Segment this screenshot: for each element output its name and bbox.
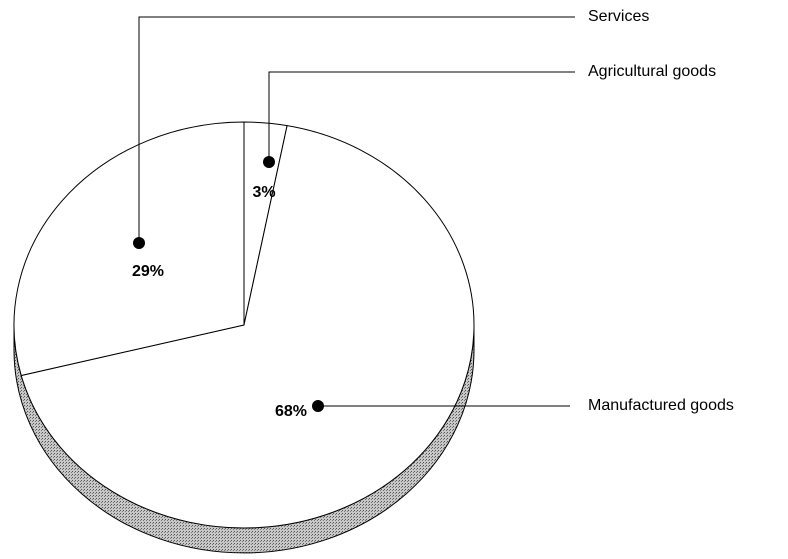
value-label: 3% bbox=[252, 184, 275, 201]
legend-label: Services bbox=[588, 8, 649, 25]
label-dot bbox=[133, 237, 145, 249]
leader-line bbox=[138, 16, 575, 243]
value-label: 29% bbox=[132, 263, 164, 280]
pie-slice bbox=[13, 121, 245, 377]
label-dot bbox=[312, 400, 324, 412]
legend-label: Manufactured goods bbox=[588, 397, 734, 414]
label-dot bbox=[263, 156, 275, 168]
legend-label: Agricultural goods bbox=[588, 63, 716, 80]
value-label: 68% bbox=[275, 403, 307, 420]
leader-line bbox=[268, 71, 575, 162]
pie-slice bbox=[20, 125, 475, 529]
